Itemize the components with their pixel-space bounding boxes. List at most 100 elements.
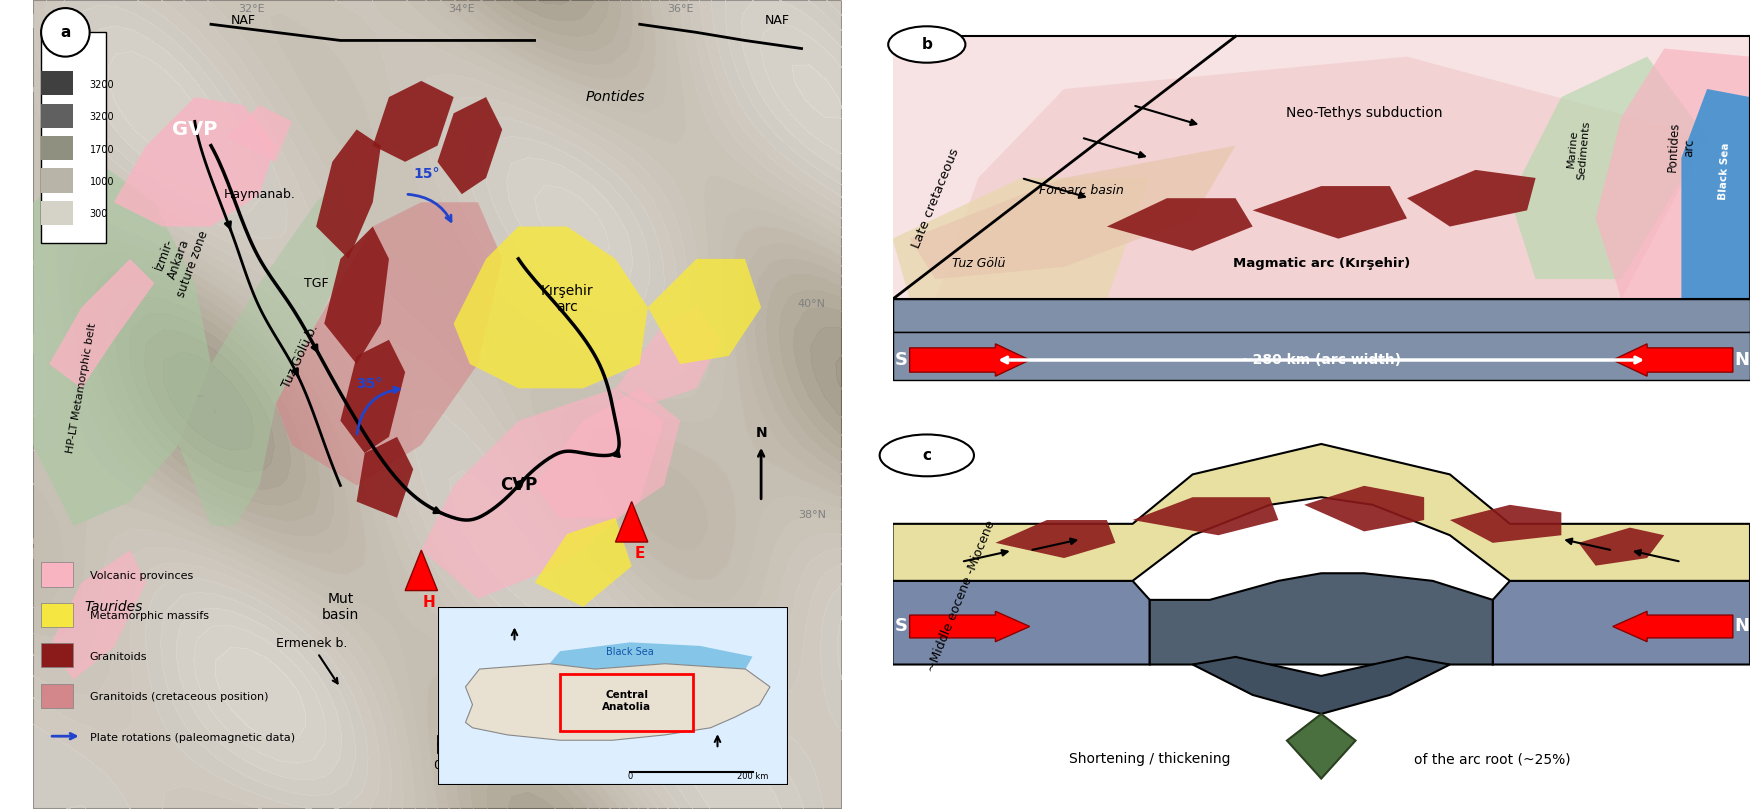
Bar [40, 643, 74, 667]
Text: Pontides: Pontides [586, 90, 646, 104]
Text: Plate rotations (paleomagnetic data): Plate rotations (paleomagnetic data) [89, 733, 294, 743]
Polygon shape [1286, 714, 1356, 778]
Polygon shape [996, 520, 1115, 558]
Bar [40, 562, 74, 587]
Polygon shape [1253, 186, 1407, 239]
Polygon shape [892, 444, 1750, 581]
Text: CVP: CVP [500, 477, 537, 494]
Bar [40, 136, 74, 160]
Text: HP-LT Metamorphic belt: HP-LT Metamorphic belt [65, 323, 98, 454]
Polygon shape [1510, 57, 1708, 279]
Text: Kırşehir
arc: Kırşehir arc [541, 284, 593, 315]
Bar [40, 684, 74, 708]
Text: Tuz Gölü: Tuz Gölü [952, 257, 1004, 270]
Text: Marine
Sediments: Marine Sediments [1564, 119, 1592, 180]
Text: S: S [894, 617, 908, 636]
Polygon shape [178, 178, 357, 526]
Text: 35°: 35° [357, 377, 383, 392]
Bar [892, 332, 1750, 380]
Text: 300: 300 [89, 210, 108, 219]
Text: Shortening / thickening: Shortening / thickening [1069, 752, 1230, 766]
Polygon shape [1150, 574, 1493, 664]
Text: m: m [68, 31, 79, 44]
Polygon shape [1132, 498, 1278, 536]
Polygon shape [228, 105, 292, 162]
Text: 34°E: 34°E [448, 4, 474, 14]
Text: 32°E: 32°E [238, 4, 264, 14]
Polygon shape [534, 518, 632, 607]
Text: Mut
basin: Mut basin [322, 591, 359, 622]
Text: 0: 0 [434, 759, 441, 772]
Text: 3200: 3200 [89, 80, 114, 90]
Polygon shape [453, 227, 648, 388]
Polygon shape [616, 502, 648, 542]
Text: N: N [1734, 617, 1748, 636]
Polygon shape [648, 259, 761, 364]
Text: of the arc root (~25%): of the arc root (~25%) [1414, 752, 1572, 766]
Text: N: N [1734, 351, 1748, 369]
Text: NAF: NAF [765, 15, 789, 28]
Polygon shape [33, 0, 842, 809]
Polygon shape [406, 550, 438, 591]
Text: 36°E: 36°E [667, 4, 693, 14]
Bar [40, 603, 74, 627]
Polygon shape [1194, 657, 1449, 714]
Text: GVP: GVP [172, 120, 217, 139]
Text: Metamorphic massifs: Metamorphic massifs [89, 612, 208, 621]
Polygon shape [910, 146, 1236, 279]
Circle shape [880, 434, 975, 477]
Text: ~Middle eocene -Miocene: ~Middle eocene -Miocene [924, 519, 997, 674]
Polygon shape [33, 162, 212, 526]
Polygon shape [1682, 89, 1750, 299]
FancyArrow shape [1614, 612, 1732, 642]
Text: Ermenek b.: Ermenek b. [276, 637, 346, 684]
Polygon shape [114, 97, 276, 227]
Polygon shape [341, 340, 406, 453]
Bar [40, 201, 74, 225]
Text: Tuz Gölü b.: Tuz Gölü b. [280, 322, 320, 390]
Text: Granitoids: Granitoids [89, 652, 147, 662]
Text: N: N [756, 426, 766, 440]
Text: c: c [922, 448, 931, 463]
Text: Central
Anatolia: Central Anatolia [602, 690, 651, 712]
Polygon shape [936, 57, 1708, 299]
Text: Black Sea: Black Sea [606, 647, 654, 657]
Bar [40, 71, 74, 95]
Text: Taurides: Taurides [84, 599, 144, 614]
FancyArrow shape [910, 612, 1029, 642]
Polygon shape [357, 437, 413, 518]
Text: Pontides
arc: Pontides arc [1666, 121, 1698, 173]
Polygon shape [373, 81, 453, 162]
FancyArrow shape [910, 344, 1029, 376]
Bar [560, 675, 693, 731]
Text: 3200: 3200 [89, 112, 114, 122]
Polygon shape [616, 307, 721, 404]
Text: 1700: 1700 [89, 145, 114, 155]
Text: 100km: 100km [578, 759, 621, 772]
Polygon shape [892, 581, 1150, 664]
Polygon shape [550, 642, 752, 669]
Bar [40, 104, 74, 128]
Text: Black Sea: Black Sea [1718, 142, 1731, 200]
Polygon shape [892, 178, 1150, 299]
Polygon shape [1578, 527, 1664, 565]
Polygon shape [324, 227, 388, 364]
Polygon shape [422, 388, 663, 599]
Text: Late cretaceous: Late cretaceous [910, 146, 961, 250]
Text: Haymanab.: Haymanab. [224, 188, 296, 201]
Bar [40, 168, 74, 193]
Text: Forearc basin: Forearc basin [1040, 184, 1124, 197]
Text: 38°N: 38°N [798, 510, 826, 519]
Text: Granitoids (cretaceous position): Granitoids (cretaceous position) [89, 693, 268, 702]
Text: ~280 km (arc width): ~280 km (arc width) [1241, 353, 1402, 367]
FancyBboxPatch shape [40, 32, 105, 243]
Polygon shape [1596, 49, 1750, 299]
Polygon shape [1108, 198, 1253, 251]
Polygon shape [892, 299, 1750, 332]
Polygon shape [49, 550, 147, 680]
Polygon shape [49, 259, 154, 388]
Text: İzmir-
Ankara
suture zone: İzmir- Ankara suture zone [147, 218, 210, 299]
Polygon shape [892, 36, 1750, 299]
Polygon shape [1407, 170, 1536, 227]
Text: Neo-Tethys subduction: Neo-Tethys subduction [1286, 106, 1442, 121]
